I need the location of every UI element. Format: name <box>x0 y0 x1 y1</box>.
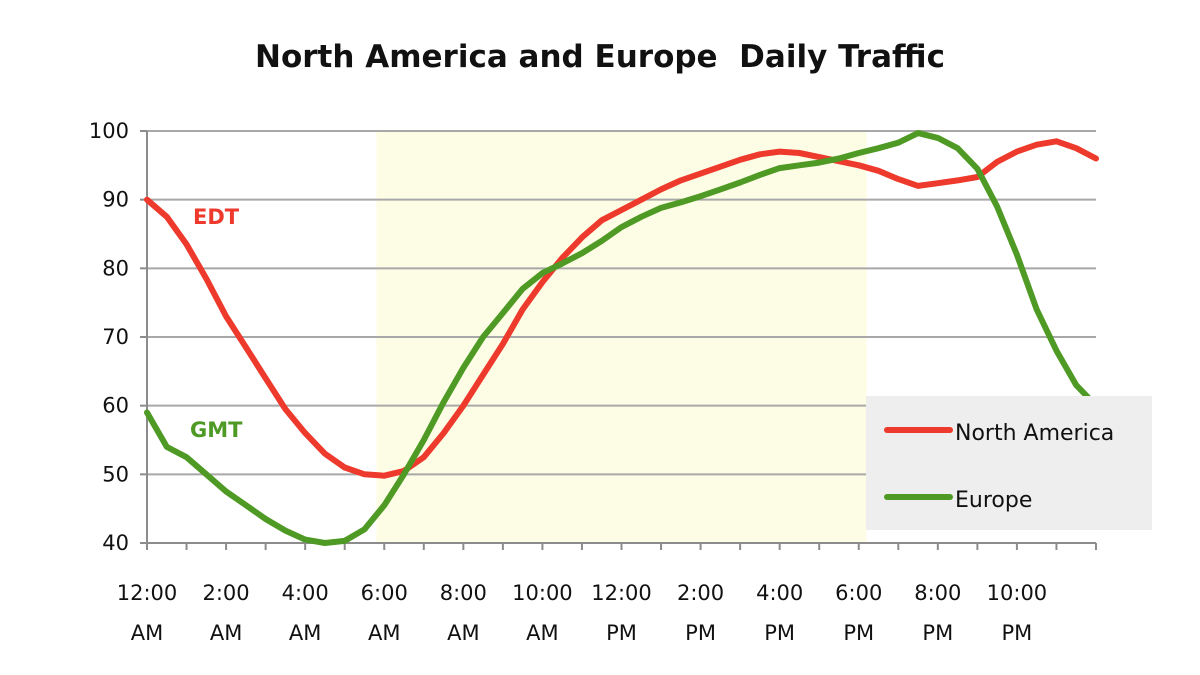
x-tick-label-ampm-3: AM <box>368 621 400 645</box>
x-tick-label-time-3: 6:00 <box>361 581 408 605</box>
plot-area: 40 50 60 70 80 90 100 12:00 AM 2:00 AM 4:00 AM 6:00 A… <box>89 119 1099 645</box>
series-lines <box>144 130 1099 546</box>
chart-title: North America and Europe Daily Traffic <box>255 39 945 75</box>
legend: North America Europe <box>866 396 1152 530</box>
series-label-north-america: EDT <box>193 205 240 229</box>
series-line-north-america <box>144 138 1099 479</box>
x-tick-label-ampm-7: PM <box>685 621 716 645</box>
x-tick-label-time-4: 8:00 <box>440 581 487 605</box>
y-tick-label-70: 70 <box>102 325 129 349</box>
x-tick-label-ampm-5: AM <box>526 621 558 645</box>
y-tick-label-100: 100 <box>89 119 129 143</box>
x-tick-label-time-8: 4:00 <box>756 581 803 605</box>
x-tick-label-time-1: 2:00 <box>202 581 249 605</box>
x-tick-label-time-7: 2:00 <box>677 581 724 605</box>
x-tick-label-time-10: 8:00 <box>914 581 961 605</box>
y-axis-ticks: 40 50 60 70 80 90 100 <box>89 119 147 555</box>
legend-label-north-america: North America <box>955 421 1114 446</box>
x-tick-label-ampm-8: PM <box>764 621 795 645</box>
x-tick-label-ampm-6: PM <box>606 621 637 645</box>
y-tick-label-80: 80 <box>102 256 129 280</box>
y-tick-label-40: 40 <box>102 531 129 555</box>
x-tick-label-ampm-10: PM <box>922 621 953 645</box>
legend-box <box>866 396 1152 530</box>
y-tick-label-50: 50 <box>102 462 129 486</box>
x-tick-label-time-6: 12:00 <box>591 581 652 605</box>
x-tick-label-ampm-9: PM <box>843 621 874 645</box>
x-tick-label-time-9: 6:00 <box>835 581 882 605</box>
x-tick-label-time-2: 4:00 <box>282 581 329 605</box>
series-label-europe: GMT <box>190 418 243 442</box>
y-tick-label-90: 90 <box>102 188 129 212</box>
x-tick-label-ampm-1: AM <box>210 621 242 645</box>
series-line-europe <box>144 130 1099 546</box>
x-tick-label-ampm-11: PM <box>1002 621 1033 645</box>
y-tick-label-60: 60 <box>102 394 129 418</box>
x-tick-label-ampm-0: AM <box>131 621 163 645</box>
x-tick-label-time-11: 10:00 <box>987 581 1048 605</box>
x-tick-label-ampm-4: AM <box>447 621 479 645</box>
grid-lines <box>147 130 1096 476</box>
x-tick-label-ampm-2: AM <box>289 621 321 645</box>
x-tick-label-time-5: 10:00 <box>512 581 573 605</box>
legend-label-europe: Europe <box>955 488 1032 513</box>
x-axis-ticks: 12:00 AM 2:00 AM 4:00 AM 6:00 AM 8:00 AM 10:00 AM 12… <box>117 543 1097 645</box>
x-tick-label-time-0: 12:00 <box>117 581 178 605</box>
